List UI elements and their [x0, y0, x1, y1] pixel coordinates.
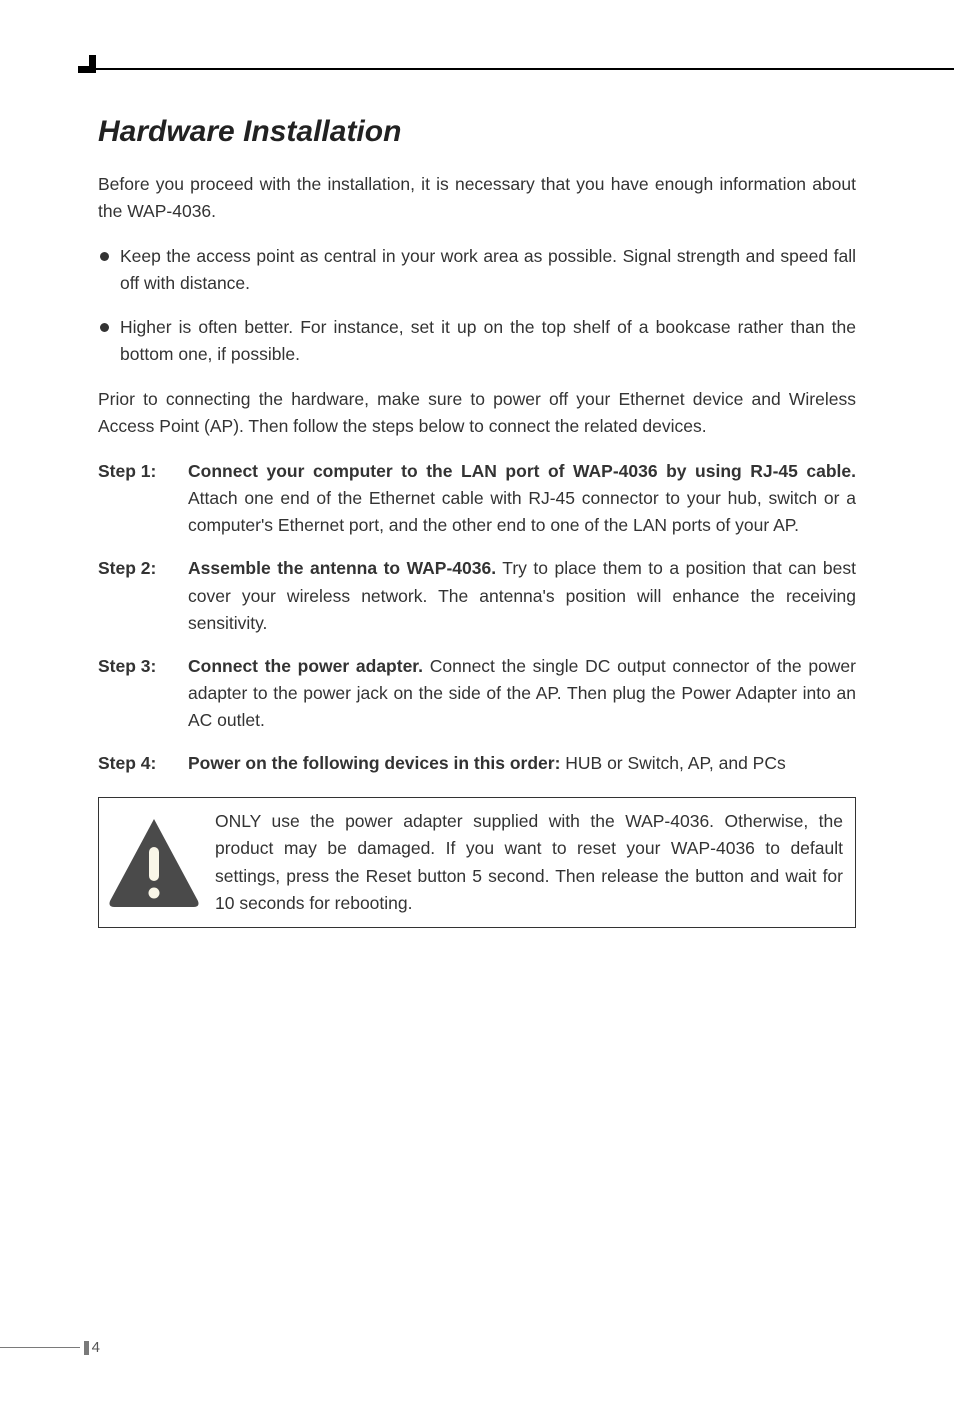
footer-rule: [0, 1347, 80, 1349]
step-bold: Assemble the antenna to WAP-4036.: [188, 558, 496, 578]
step-rest: Attach one end of the Ethernet cable wit…: [188, 488, 856, 535]
step-body: Connect the power adapter. Connect the s…: [188, 653, 856, 734]
step-bold: Power on the following devices in this o…: [188, 753, 560, 773]
step-label: Step 3:: [98, 653, 188, 734]
page-footer: 4: [0, 1339, 100, 1356]
step-body: Connect your computer to the LAN port of…: [188, 458, 856, 539]
page-title: Hardware Installation: [98, 115, 856, 149]
step-rest: HUB or Switch, AP, and PCs: [560, 753, 785, 773]
step-bold: Connect your computer to the LAN port of…: [188, 461, 856, 481]
warning-icon: [99, 798, 209, 927]
intro-paragraph: Before you proceed with the installation…: [98, 171, 856, 225]
list-item: Keep the access point as central in your…: [98, 243, 856, 297]
step-label: Step 2:: [98, 555, 188, 636]
page-number: 4: [92, 1339, 100, 1356]
step-item: Step 2: Assemble the antenna to WAP-4036…: [98, 555, 856, 636]
page-content: Hardware Installation Before you proceed…: [98, 115, 856, 928]
step-item: Step 1: Connect your computer to the LAN…: [98, 458, 856, 539]
list-item: Higher is often better. For instance, se…: [98, 314, 856, 368]
step-label: Step 4:: [98, 750, 188, 777]
bullet-list: Keep the access point as central in your…: [98, 243, 856, 368]
warning-text: ONLY use the power adapter supplied with…: [209, 798, 855, 927]
footer-tick: [84, 1341, 89, 1355]
step-item: Step 3: Connect the power adapter. Conne…: [98, 653, 856, 734]
step-body: Power on the following devices in this o…: [188, 750, 856, 777]
steps-list: Step 1: Connect your computer to the LAN…: [98, 458, 856, 777]
step-label: Step 1:: [98, 458, 188, 539]
crop-mark: [78, 55, 96, 73]
step-body: Assemble the antenna to WAP-4036. Try to…: [188, 555, 856, 636]
step-bold: Connect the power adapter.: [188, 656, 423, 676]
prior-paragraph: Prior to connecting the hardware, make s…: [98, 386, 856, 440]
step-item: Step 4: Power on the following devices i…: [98, 750, 856, 777]
warning-callout: ONLY use the power adapter supplied with…: [98, 797, 856, 928]
header-rule: [96, 68, 954, 70]
